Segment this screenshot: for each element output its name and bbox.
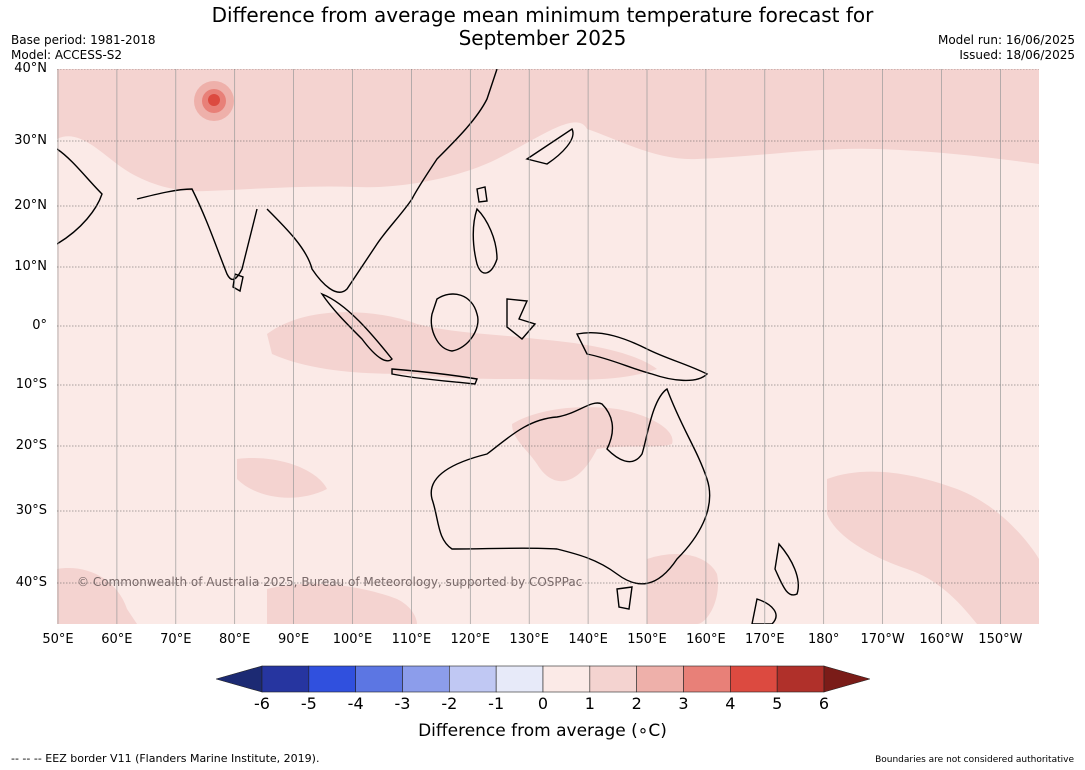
- colorbar-tick: 6: [818, 694, 830, 713]
- lat-label: 0°: [32, 318, 47, 333]
- base-period: Base period: 1981-2018: [11, 33, 156, 47]
- coast-sri-lanka: [232, 273, 244, 293]
- lon-label: 160°W: [919, 632, 964, 647]
- lat-label: 40°S: [15, 575, 47, 590]
- coast-java: [391, 368, 478, 385]
- lon-label: 180°: [808, 632, 840, 647]
- lat-label: 10°S: [15, 377, 47, 392]
- lon-label: 150°E: [627, 632, 667, 647]
- lon-label: 110°E: [391, 632, 432, 647]
- lon-label: 50°E: [42, 632, 74, 647]
- warm-anomaly-indian-ocean: [237, 458, 327, 498]
- meta-right: Model run: 16/06/2025 Issued: 18/06/2025: [938, 33, 1075, 63]
- model-name: Model: ACCESS-S2: [11, 48, 123, 62]
- lat-label: 10°N: [14, 259, 47, 274]
- lat-label: 30°N: [14, 133, 47, 148]
- boundaries-disclaimer: Boundaries are not considered authoritat…: [875, 755, 1074, 765]
- warm-anomaly-north-australia: [512, 407, 673, 482]
- lon-label: 170°W: [860, 632, 905, 647]
- coast-japan: [525, 127, 574, 165]
- colorbar-tick: -4: [347, 694, 364, 713]
- lon-label: 170°E: [745, 632, 785, 647]
- colorbar-swatch: [683, 665, 731, 693]
- colorbar-swatch: [589, 665, 637, 693]
- lon-label: 140°E: [568, 632, 608, 647]
- coast-arabia: [57, 148, 103, 245]
- coastlines: [57, 69, 799, 624]
- map-panel: © Commonwealth of Australia 2025, Bureau…: [57, 69, 1039, 624]
- coast-sumatra: [320, 292, 393, 362]
- colorbar-tick: 2: [631, 694, 642, 713]
- title-line-2: September 2025: [458, 26, 627, 50]
- colorbar-tick: -5: [300, 694, 317, 713]
- colorbar-swatch: [776, 665, 825, 693]
- lon-label: 80°E: [219, 632, 251, 647]
- warm-anomaly-indonesia: [267, 312, 657, 380]
- model-run: Model run: 16/06/2025: [937, 33, 1075, 47]
- lat-label: 20°S: [15, 438, 47, 453]
- warm-anomaly-tasman: [647, 554, 718, 624]
- colorbar-label: Difference from average (∘C): [418, 721, 667, 741]
- issued-date: Issued: 18/06/2025: [959, 48, 1075, 62]
- colorbar-swatch: [495, 665, 544, 693]
- warm-anomaly-southern-ocean: [267, 583, 417, 624]
- lon-label: 150°W: [978, 632, 1023, 647]
- lon-label: 120°E: [450, 632, 491, 647]
- colorbar-swatch: [449, 665, 497, 693]
- coast-indochina: [266, 69, 498, 293]
- copyright-notice: © Commonwealth of Australia 2025, Bureau…: [77, 575, 583, 589]
- warm-anomaly-north: [57, 69, 1039, 192]
- colorbar-tick: 0: [537, 694, 549, 713]
- meta-left: Base period: 1981-2018 Model: ACCESS-S2: [11, 33, 156, 63]
- colorbar-swatch: [636, 665, 684, 693]
- colorbar-swatch: [355, 665, 403, 693]
- warm-anomaly-south-pacific: [827, 471, 1039, 624]
- colorbar-tick: 3: [678, 694, 689, 713]
- colorbar-swatch: [730, 665, 778, 693]
- colorbar-tick: -6: [254, 694, 270, 713]
- colorbar-tick: -3: [394, 694, 411, 713]
- coast-sulawesi: [506, 298, 537, 340]
- colorbar-swatch: [542, 665, 591, 693]
- coast-new-zealand: [774, 542, 799, 596]
- colorbar-tick: 5: [772, 694, 783, 713]
- coast-tasmania: [616, 586, 633, 610]
- colorbar-under-arrow: [216, 665, 263, 693]
- colorbar-tick: 1: [584, 694, 595, 713]
- title-line-1: Difference from average mean minimum tem…: [211, 3, 874, 27]
- lon-label: 130°E: [509, 632, 549, 647]
- colorbar-swatch: [402, 665, 450, 693]
- colorbar-over-arrow: [823, 665, 870, 693]
- lon-label: 60°E: [101, 632, 133, 647]
- lat-label: 40°N: [14, 61, 47, 76]
- colorbar-tick: -2: [441, 694, 458, 713]
- lon-label: 70°E: [160, 632, 192, 647]
- meridians: [57, 69, 1001, 624]
- lat-label: 20°N: [14, 198, 47, 213]
- coast-taiwan: [476, 186, 488, 203]
- coast-philippines: [472, 207, 498, 274]
- coast-india: [136, 188, 258, 281]
- lon-label: 90°E: [277, 632, 310, 647]
- lon-label: 160°E: [686, 632, 726, 647]
- colorbar-swatch: [308, 665, 356, 693]
- colorbar-tick: 4: [725, 694, 736, 713]
- chart-title: Difference from average mean minimum tem…: [0, 4, 1085, 50]
- coast-australia: [430, 387, 711, 585]
- hot-spot-inner: [208, 94, 220, 106]
- colorbar-tick: -1: [488, 694, 505, 713]
- coast-new-guinea: [575, 332, 709, 382]
- coast-new-zealand-south: [751, 598, 777, 624]
- eez-legend: -- -- -- EEZ border V11 (Flanders Marine…: [11, 752, 320, 765]
- lat-label: 30°S: [15, 503, 47, 518]
- lon-label: 100°E: [332, 632, 373, 647]
- colorbar: [216, 665, 870, 693]
- map-canvas: [57, 69, 1039, 624]
- colorbar-swatch: [261, 665, 310, 693]
- coast-borneo: [430, 293, 479, 352]
